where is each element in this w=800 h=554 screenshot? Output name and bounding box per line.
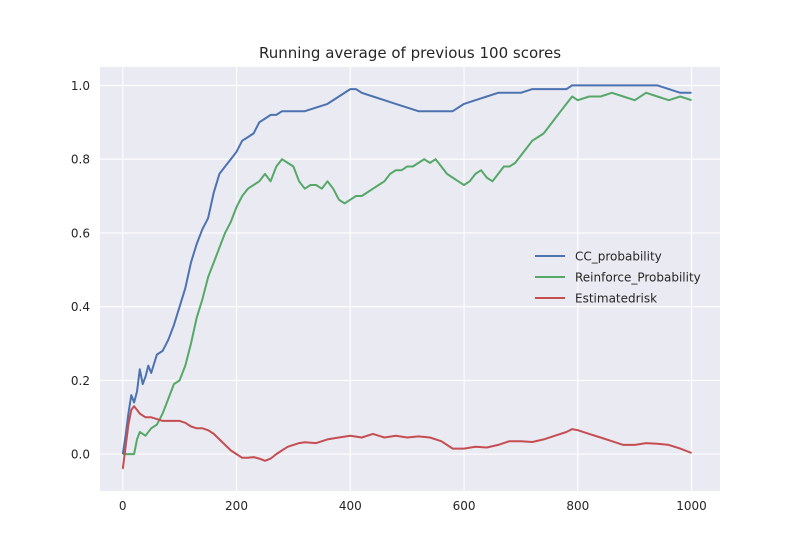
chart-title: Running average of previous 100 scores: [259, 44, 561, 62]
y-tick-label: 0.0: [71, 448, 90, 462]
y-tick-label: 0.4: [71, 300, 90, 314]
x-tick-label: 200: [225, 499, 248, 513]
y-tick-label: 1.0: [71, 79, 90, 93]
series-line-cc-probability: [121, 84, 692, 455]
x-tick-label: 800: [566, 499, 589, 513]
x-tick-label: 400: [339, 499, 362, 513]
legend-label: CC_probability: [575, 250, 662, 264]
grid: [100, 67, 720, 491]
x-axis-ticks: 0 200 400 600 800 1000: [119, 499, 707, 513]
x-tick-label: 0: [119, 499, 127, 513]
legend-label: Reinforce_Probability: [575, 271, 701, 285]
x-tick-label: 1000: [676, 499, 707, 513]
legend: CC_probability Reinforce_Probability Estim…: [535, 250, 701, 306]
series-line-estimatedrisk: [121, 405, 692, 470]
y-axis-ticks: 0.0 0.2 0.4 0.6 0.8 1.0: [71, 79, 90, 462]
x-tick-label: 600: [453, 499, 476, 513]
y-tick-label: 0.6: [71, 226, 90, 240]
series-line-reinforce-probability: [122, 91, 692, 456]
legend-label: Estimatedrisk: [575, 292, 657, 306]
plot-area: [100, 67, 720, 491]
series-layer: [121, 84, 692, 470]
y-tick-label: 0.8: [71, 153, 90, 167]
y-tick-label: 0.2: [71, 374, 90, 388]
